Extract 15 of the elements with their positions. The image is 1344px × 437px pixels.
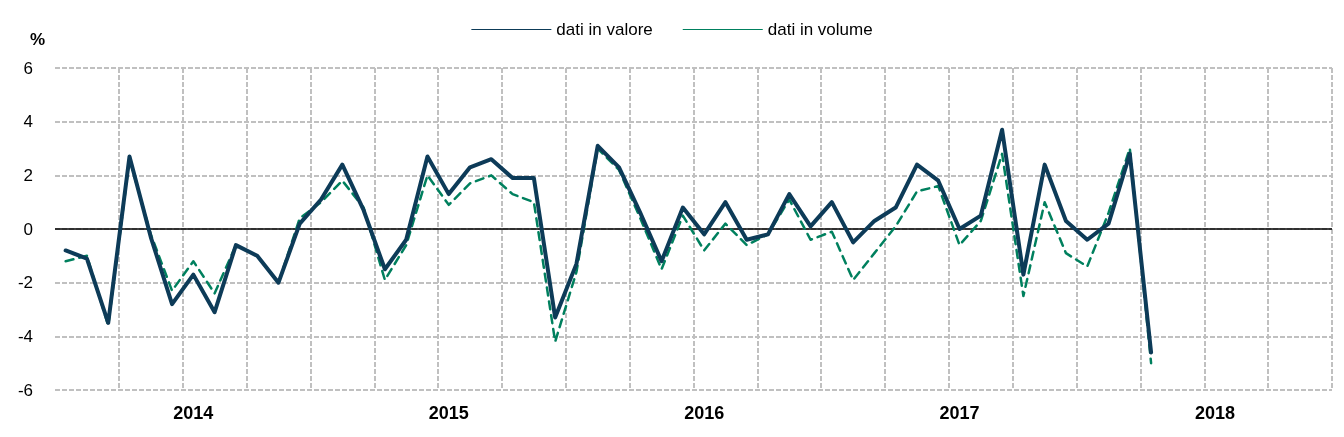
y-tick-label: -6 bbox=[17, 380, 33, 400]
x-tick-label: 2018 bbox=[1194, 403, 1235, 423]
legend-label: dati in volume bbox=[767, 20, 873, 39]
y-axis-title: % bbox=[29, 30, 45, 49]
x-tick-label: 2016 bbox=[684, 403, 725, 423]
y-tick-label: 4 bbox=[23, 112, 33, 132]
legend-label: dati in valore bbox=[556, 20, 653, 39]
y-tick-label: -4 bbox=[17, 326, 33, 346]
y-tick-label: 0 bbox=[23, 219, 33, 239]
x-tick-label: 2014 bbox=[173, 403, 214, 423]
y-tick-label: 2 bbox=[23, 165, 33, 185]
y-tick-label: 6 bbox=[23, 58, 33, 78]
x-tick-label: 2017 bbox=[939, 403, 980, 423]
x-tick-label: 2015 bbox=[428, 403, 469, 423]
y-tick-label: -2 bbox=[17, 273, 33, 293]
